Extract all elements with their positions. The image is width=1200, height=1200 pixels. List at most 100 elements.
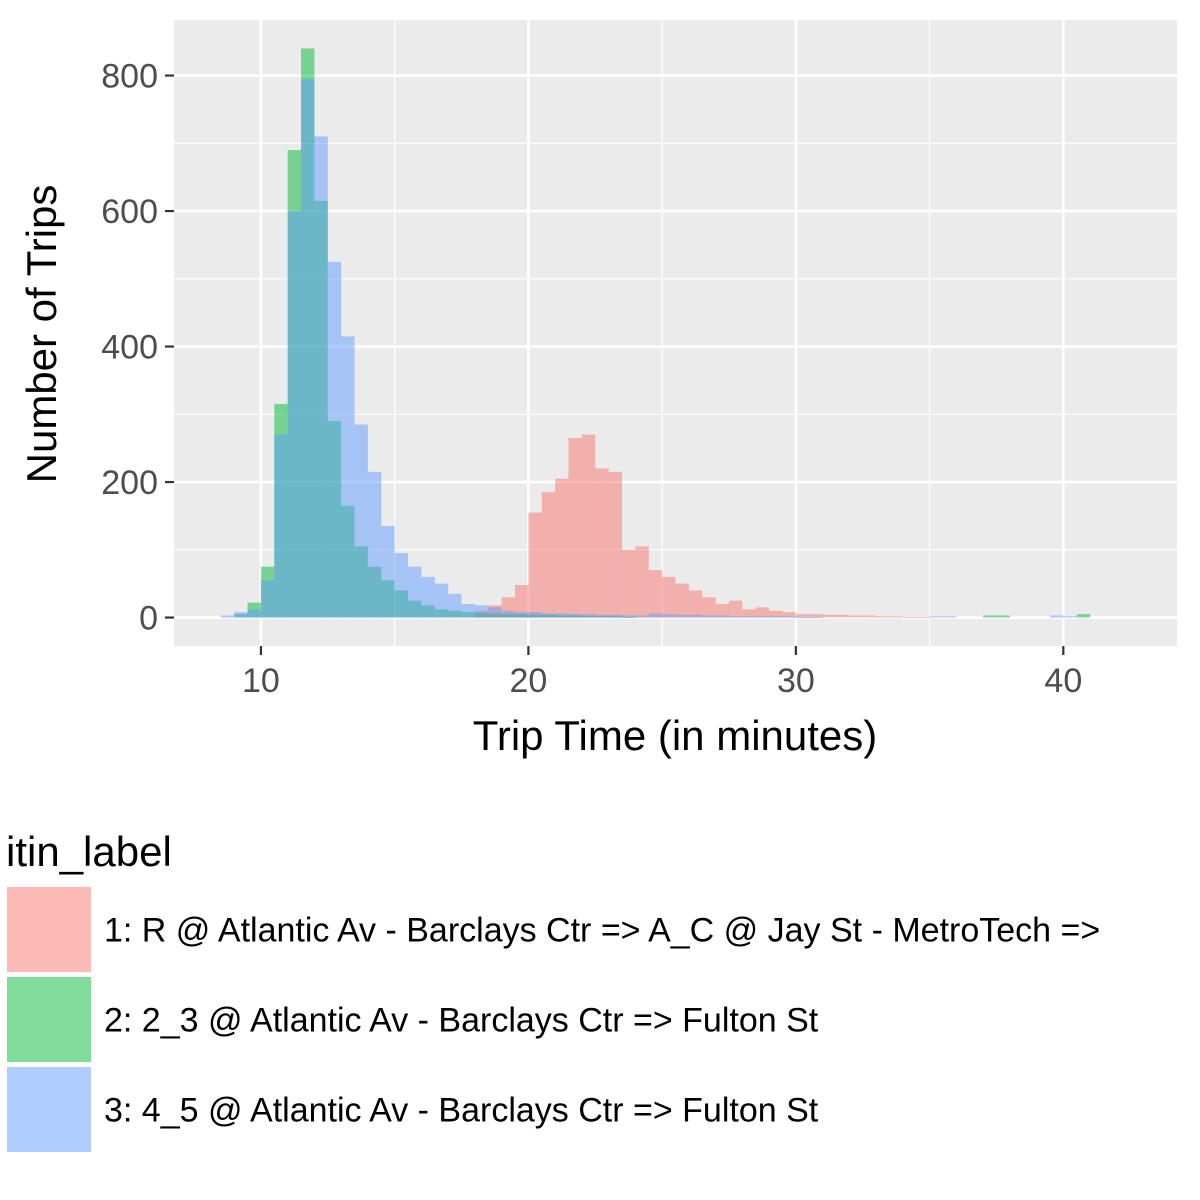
histogram-bar [849, 615, 863, 618]
histogram-bar [448, 593, 462, 618]
histogram-bar [555, 478, 569, 618]
histogram-bar [648, 570, 663, 618]
histogram-bar [862, 615, 877, 618]
histogram-bar [608, 471, 623, 618]
histogram-bar [287, 211, 302, 618]
histogram-bar [301, 78, 315, 618]
histogram-bar [929, 616, 943, 618]
y-tick-label: 600 [101, 193, 158, 231]
histogram-bar [782, 616, 796, 618]
histogram-bar [916, 616, 930, 618]
histogram-bar [528, 612, 542, 618]
legend-title: itin_label [6, 828, 172, 875]
histogram-bars [220, 48, 1091, 618]
x-tick-label: 30 [777, 662, 815, 700]
legend: itin_label 1: R @ Atlantic Av - Barclays… [6, 828, 1100, 1152]
histogram-bar [742, 616, 756, 618]
histogram-bar [1063, 616, 1077, 618]
histogram-bar [809, 614, 823, 618]
histogram-bar [902, 616, 917, 618]
histogram-bar [327, 261, 342, 618]
histogram-bar [702, 597, 716, 618]
histogram-bar [595, 468, 609, 618]
histogram-bar [354, 424, 368, 618]
legend-label-1: 1: R @ Atlantic Av - Barclays Ctr => A_C… [104, 912, 1100, 950]
histogram-bar [662, 576, 676, 618]
histogram-bar [755, 616, 770, 618]
histogram-bar [247, 609, 261, 618]
y-tick-label: 800 [101, 58, 158, 96]
y-axis: 0 200 400 600 800 [101, 58, 174, 638]
histogram-bar [635, 546, 649, 618]
histogram-bar [515, 612, 529, 618]
histogram-bar [742, 609, 756, 618]
histogram-bar [715, 603, 729, 618]
legend-key-3 [7, 1067, 91, 1152]
legend-key-2 [7, 977, 91, 1062]
histogram-bar [675, 614, 689, 618]
histogram-bar [795, 616, 810, 618]
histogram-bar [341, 336, 355, 618]
histogram-bar [595, 614, 609, 618]
histogram-bar [408, 566, 422, 618]
histogram-bar [461, 603, 475, 618]
x-tick-label: 40 [1044, 662, 1082, 700]
histogram-bar [715, 615, 729, 618]
histogram-bar [983, 615, 997, 618]
legend-key-1 [7, 887, 91, 972]
histogram-bar [568, 614, 582, 618]
histogram-bar [675, 583, 689, 618]
histogram-bar [876, 616, 890, 618]
histogram-bar [367, 471, 382, 618]
legend-label-2: 2: 2_3 @ Atlantic Av - Barclays Ctr => F… [104, 1002, 819, 1040]
x-axis: 10 20 30 40 [242, 646, 1082, 700]
histogram-bar [662, 614, 676, 618]
histogram-bar [996, 615, 1010, 618]
histogram-bar [394, 553, 409, 618]
histogram-bar [622, 615, 636, 618]
histogram-bar [809, 616, 823, 618]
histogram-bar [260, 580, 275, 618]
histogram-bar [314, 136, 328, 618]
y-tick-label: 200 [101, 464, 158, 502]
histogram-bar [220, 615, 235, 618]
histogram-bar [728, 616, 743, 618]
y-axis-title: Number of Trips [18, 185, 65, 484]
histogram-bar [381, 526, 395, 618]
histogram-bar [755, 607, 770, 618]
histogram-bar [421, 576, 435, 618]
histogram-bar [568, 438, 582, 618]
histogram-bar [835, 614, 850, 618]
histogram-bar [528, 512, 542, 618]
histogram-bar [488, 607, 502, 618]
histogram-bar [782, 612, 796, 618]
histogram-bar [769, 610, 783, 618]
histogram-bar [795, 614, 810, 618]
histogram-bar [501, 610, 516, 618]
histogram-bar [648, 613, 663, 618]
x-tick-label: 20 [509, 662, 547, 700]
x-tick-label: 10 [242, 662, 280, 700]
histogram-bar [635, 615, 649, 618]
histogram-bar [515, 585, 529, 618]
histogram-bar [555, 613, 569, 618]
histogram-bar [622, 549, 636, 618]
histogram-bar [688, 614, 703, 618]
histogram-bar [728, 600, 743, 618]
histogram-bar [234, 612, 248, 618]
series-1-bars [474, 434, 930, 618]
histogram-bar [608, 614, 623, 618]
histogram-bar [474, 605, 489, 618]
histogram-bar [541, 492, 556, 618]
histogram-bar [581, 614, 596, 618]
histogram-bar [434, 583, 449, 618]
x-axis-title: Trip Time (in minutes) [473, 712, 878, 759]
histogram-bar [581, 434, 596, 618]
legend-items: 1: R @ Atlantic Av - Barclays Ctr => A_C… [7, 887, 1100, 1152]
histogram-bar [1076, 614, 1091, 618]
histogram-bar [274, 434, 288, 618]
series-3-bars [220, 78, 1077, 618]
y-tick-label: 0 [139, 600, 158, 638]
histogram-bar [541, 613, 556, 618]
